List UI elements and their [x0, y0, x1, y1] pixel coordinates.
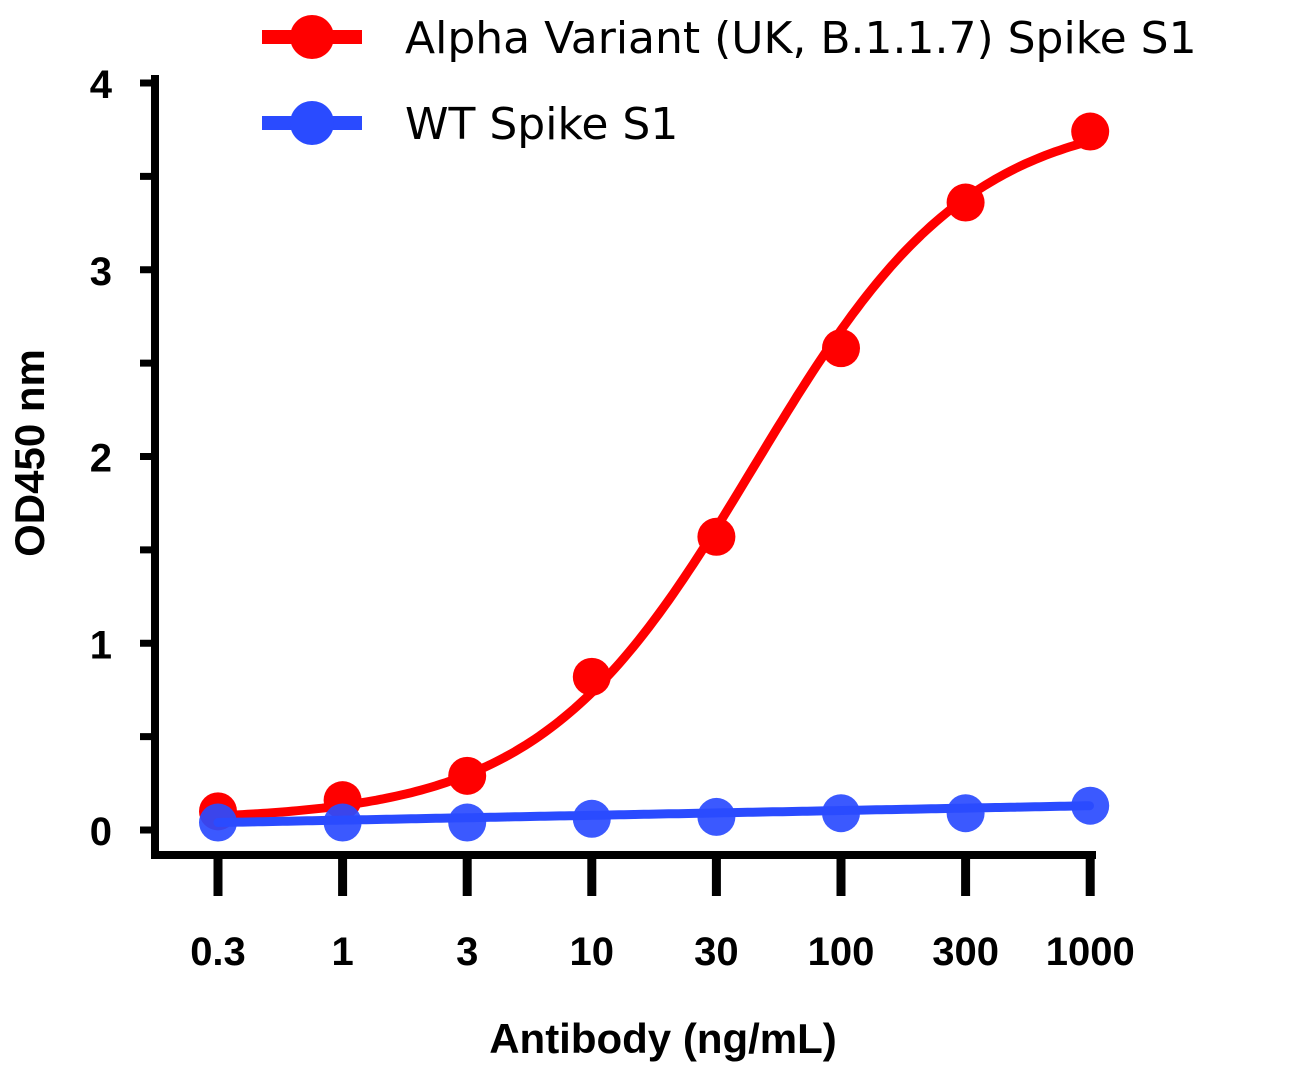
axes: 0 1 2 3 4 0.3 1 3 10 30 100 300 1000	[90, 63, 1135, 974]
y-axis-label: OD450 nm	[6, 349, 53, 557]
x-tick-label: 10	[570, 930, 615, 974]
legend: Alpha Variant (UK, B.1.1.7) Spike S1 WT S…	[262, 13, 1197, 150]
x-tick-label: 300	[932, 930, 999, 974]
y-tick-label: 0	[90, 810, 112, 854]
y-tick-label: 1	[90, 623, 112, 667]
data-point	[1071, 786, 1110, 825]
series-line	[213, 801, 1094, 827]
data-point	[822, 329, 860, 368]
data-point	[946, 183, 985, 222]
x-tick-label: 1000	[1046, 930, 1135, 974]
x-tick-label: 3	[456, 930, 478, 974]
x-tick-label: 0.3	[190, 930, 246, 974]
data-point	[199, 803, 237, 842]
series-alpha-variant	[199, 112, 1110, 831]
legend-marker	[290, 15, 334, 59]
data-point	[448, 803, 487, 842]
data-point	[323, 803, 362, 842]
data-point	[1071, 112, 1110, 151]
x-tick-label: 30	[694, 930, 739, 974]
y-tick-label: 3	[90, 250, 112, 294]
data-point	[448, 756, 487, 795]
data-point	[697, 517, 736, 556]
legend-marker	[290, 101, 334, 145]
series-wt	[199, 786, 1110, 842]
legend-label: Alpha Variant (UK, B.1.1.7) Spike S1	[405, 13, 1197, 64]
data-point	[822, 794, 860, 833]
series-line	[213, 136, 1094, 821]
series-layer	[199, 112, 1110, 842]
x-tick-label: 100	[808, 930, 875, 974]
x-tick-label: 1	[331, 930, 353, 974]
x-axis-label: Antibody (ng/mL)	[489, 1015, 837, 1062]
data-point	[572, 657, 611, 696]
data-point	[946, 794, 985, 833]
data-point	[572, 799, 611, 838]
legend-label: WT Spike S1	[405, 99, 678, 150]
data-point	[697, 797, 736, 836]
y-tick-label: 2	[90, 437, 112, 481]
y-tick-label: 4	[90, 63, 113, 107]
